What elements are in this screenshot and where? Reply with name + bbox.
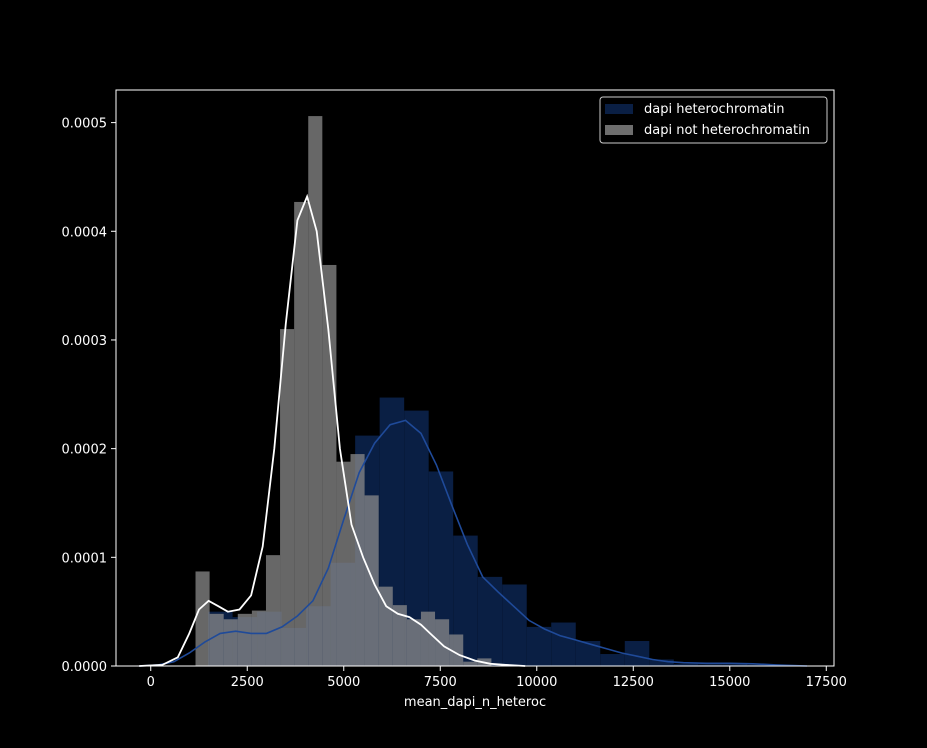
- bar-not-heterochromatin-13: [378, 586, 393, 666]
- bar-not-heterochromatin-0: [195, 571, 210, 666]
- x-tick-label-4: 10000: [516, 675, 557, 690]
- x-tick-label-6: 15000: [709, 675, 750, 690]
- bar-heterochromatin-21: [722, 664, 748, 666]
- x-tick-label-0: 0: [147, 675, 155, 690]
- bar-not-heterochromatin-18: [449, 634, 464, 666]
- bar-not-heterochromatin-6: [280, 329, 295, 666]
- legend-label-heterochromatin: dapi heterochromatin: [644, 102, 785, 117]
- kde-lines: [139, 193, 808, 667]
- kde-line-not-heterochromatin: [139, 193, 526, 667]
- bar-heterochromatin-19: [673, 663, 699, 666]
- bar-heterochromatin-22: [747, 664, 772, 666]
- x-tick-label-1: 2500: [231, 675, 264, 690]
- legend-swatch-not-heterochromatin: [605, 125, 633, 135]
- x-tick-label-2: 5000: [327, 675, 360, 690]
- plot-frame: [115, 89, 835, 667]
- legend-box: [599, 96, 828, 144]
- bar-not-heterochromatin-19: [463, 661, 478, 666]
- y-axis: 0.0000 0.0001 0.0002 0.0003 0.0004 0.0005: [62, 117, 116, 675]
- bar-not-heterochromatin-12: [364, 495, 379, 666]
- bar-not-heterochromatin-17: [435, 619, 450, 666]
- bar-not-heterochromatin-9: [322, 264, 337, 666]
- x-tick-label-7: 17500: [806, 675, 847, 690]
- bar-not-heterochromatin-1: [209, 613, 224, 666]
- bar-not-heterochromatin-10: [336, 461, 351, 666]
- y-tick-label-5: 0.0005: [62, 117, 108, 132]
- bar-not-heterochromatin-5: [265, 555, 281, 666]
- y-tick-label-0: 0.0000: [62, 660, 108, 675]
- x-axis-label: mean_dapi_n_heteroc: [404, 695, 546, 710]
- bars-not-heterochromatin: [195, 116, 492, 667]
- y-tick-label-2: 0.0002: [62, 443, 108, 458]
- x-tick-label-3: 7500: [424, 675, 457, 690]
- legend: dapi heterochromatin dapi not heterochro…: [599, 96, 828, 144]
- bar-heterochromatin-16: [600, 654, 625, 666]
- bar-not-heterochromatin-2: [223, 619, 238, 666]
- bar-not-heterochromatin-7: [294, 201, 309, 666]
- x-axis: 0 2500 5000 7500 10000 12500 15000 17500: [147, 666, 847, 690]
- y-tick-label-1: 0.0001: [62, 551, 108, 566]
- x-tick-label-5: 12500: [613, 675, 654, 690]
- bar-not-heterochromatin-11: [350, 454, 365, 666]
- bar-heterochromatin-20: [698, 664, 723, 666]
- legend-label-not-heterochromatin: dapi not heterochromatin: [644, 123, 810, 138]
- y-tick-label-3: 0.0003: [62, 334, 108, 349]
- bar-heterochromatin-15: [575, 641, 601, 666]
- legend-swatch-heterochromatin: [605, 104, 633, 114]
- bar-not-heterochromatin-3: [237, 613, 252, 666]
- bar-heterochromatin-14: [551, 622, 576, 666]
- bar-heterochromatin-17: [624, 641, 650, 666]
- bar-not-heterochromatin-4: [251, 610, 266, 666]
- bar-heterochromatin-12: [502, 584, 527, 666]
- bar-heterochromatin-11: [477, 576, 503, 666]
- bar-heterochromatin-18: [649, 659, 674, 666]
- bar-not-heterochromatin-16: [420, 611, 436, 666]
- y-tick-label-4: 0.0004: [62, 225, 108, 240]
- bar-heterochromatin-13: [526, 626, 552, 666]
- kde-line-heterochromatin: [139, 419, 808, 667]
- bar-not-heterochromatin-14: [392, 605, 407, 666]
- bar-not-heterochromatin-15: [406, 619, 421, 666]
